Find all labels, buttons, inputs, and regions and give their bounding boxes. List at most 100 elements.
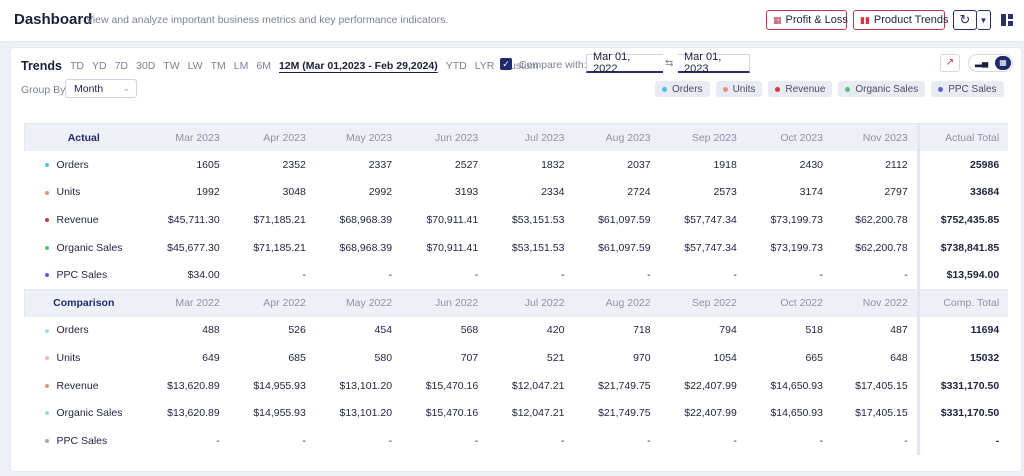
metric-dot-icon [44,163,49,168]
row-label-text: Orders [56,324,89,337]
table-cell: $13,620.89 [167,407,220,420]
compare-to-date[interactable]: Mar 01, 2023 [678,51,750,75]
month-header: Jun 2022 [401,288,488,317]
row-label-text: Organic Sales [56,407,123,420]
table-cell: 2573 [713,186,737,199]
month-header: Aug 2022 [573,288,660,317]
profit-loss-icon: ▦ [773,14,782,25]
swap-arrows-icon: ⇆ [665,58,674,69]
refresh-options-button[interactable]: ▼ [977,10,991,30]
table-cell: $61,097.59 [598,241,651,254]
period-30d[interactable]: 30D [136,60,156,72]
period-ytd[interactable]: YTD [445,60,467,72]
table-view-icon[interactable]: ▦ [995,56,1011,70]
actual-total-header: Actual Total [916,123,1009,152]
table-cell: $70,911.41 [426,214,479,227]
layout-button[interactable] [998,10,1016,30]
refresh-button[interactable]: ↻ [953,10,977,30]
period-7d[interactable]: 7D [114,60,129,72]
period-tm[interactable]: TM [210,60,226,72]
table-cell: $70,911.41 [426,241,479,254]
period-lyr[interactable]: LYR [474,60,495,72]
row-total: 33684 [916,178,1009,207]
profit-loss-label: Profit & Loss [785,14,848,26]
compare-label: Compare with: [519,59,587,71]
month-header: Apr 2022 [228,288,315,317]
row-label: Orders [25,317,143,345]
comparison-section-label: Comparison [24,288,143,317]
period-tw[interactable]: TW [163,60,180,72]
row-total: $331,170.50 [916,371,1009,400]
period-lm[interactable]: LM [233,60,249,72]
row-label: PPC Sales [25,427,143,455]
month-header: May 2022 [314,288,402,317]
table-cell: - [388,434,393,447]
profit-loss-button[interactable]: ▦ Profit & Loss [766,10,848,30]
compare-checkbox[interactable]: ✓ [500,58,512,70]
metric-chips: Orders Units Revenue Organic Sales PPC S… [655,81,1004,97]
chip-label: Orders [672,83,703,95]
table-cell: 488 [202,324,220,337]
table-cell: - [647,434,651,447]
row-label: Orders [25,151,143,179]
row-total: $738,841.85 [916,233,1009,262]
table-row: Organic Sales $13,620.89 $14,955.93 $13,101… [25,399,1009,428]
chip-ppc-sales[interactable]: PPC Sales [931,81,1004,97]
row-label-text: Units [56,186,81,199]
table-cell: 794 [719,324,737,337]
table-cell: $17,405.15 [855,379,908,392]
metric-dot-icon [44,190,49,195]
view-toggle[interactable]: ▂▄ ▦ [968,54,1013,72]
period-yd[interactable]: YD [92,60,107,72]
table-cell: $61,097.59 [598,214,651,227]
metric-dot-icon [44,328,49,333]
chip-orders[interactable]: Orders [655,81,710,97]
period-12m[interactable]: 12M (Mar 01,2023 - Feb 29,2024) [278,60,438,72]
chip-organic-sales[interactable]: Organic Sales [838,81,926,97]
row-label-text: Organic Sales [56,241,123,254]
month-header: Jul 2022 [487,288,574,317]
comparison-total-header: Comp. Total [916,288,1009,317]
period-6m[interactable]: 6M [256,60,271,72]
product-trends-label: Product Trends [873,14,949,26]
compare-from-date[interactable]: Mar 01, 2022 [586,51,663,75]
table-cell: 1605 [196,158,220,171]
row-label-text: Units [56,352,81,365]
export-button[interactable]: ↗ [940,54,960,72]
table-cell: $68,968.39 [339,241,393,254]
table-row: Units 649 685 580 707 521 970 1054 665 648 15032 [25,344,1009,372]
table-cell: $22,407.99 [684,407,737,420]
metric-dot-icon [44,411,49,416]
table-cell: - [474,269,479,282]
period-td[interactable]: TD [70,60,84,72]
top-header: Dashboard View and analyze important bus… [0,0,1024,42]
table-cell: $45,677.30 [167,241,220,254]
comparison-header-row: Comparison Mar 2022 Apr 2022 May 2022 Jun 20… [24,288,1009,317]
row-label-text: Revenue [56,214,99,227]
product-trends-button[interactable]: ▮▮ Product Trends [853,10,949,30]
period-selector: Trends TD YD 7D 30D TW LW TM LM 6M 12M (… [21,57,547,75]
table-cell: - [474,434,479,447]
table-cell: 526 [288,324,306,337]
table-cell: - [302,269,306,282]
month-header: Apr 2023 [228,123,315,152]
chip-units[interactable]: Units [715,81,763,97]
table-cell: 3174 [799,186,823,199]
chart-view-icon[interactable]: ▂▄ [975,57,989,67]
table-cell: $71,185.21 [253,214,306,227]
row-label-text: Orders [56,158,89,171]
metric-dot-icon [44,245,49,250]
table-cell: $21,749.75 [598,379,651,392]
table-cell: $57,747.34 [684,241,737,254]
row-label-text: Revenue [56,379,99,392]
row-label: Revenue [25,206,143,234]
table-cell: 2334 [541,186,565,199]
period-lw[interactable]: LW [187,60,203,72]
external-link-icon: ↗ [945,57,955,68]
chip-revenue[interactable]: Revenue [768,81,833,97]
table-cell: - [904,434,908,447]
table-cell: $13,101.20 [339,407,393,420]
table-cell: 2724 [627,186,651,199]
row-total: - [916,427,1009,455]
group-by-select[interactable]: Month ⌄ [65,79,137,98]
